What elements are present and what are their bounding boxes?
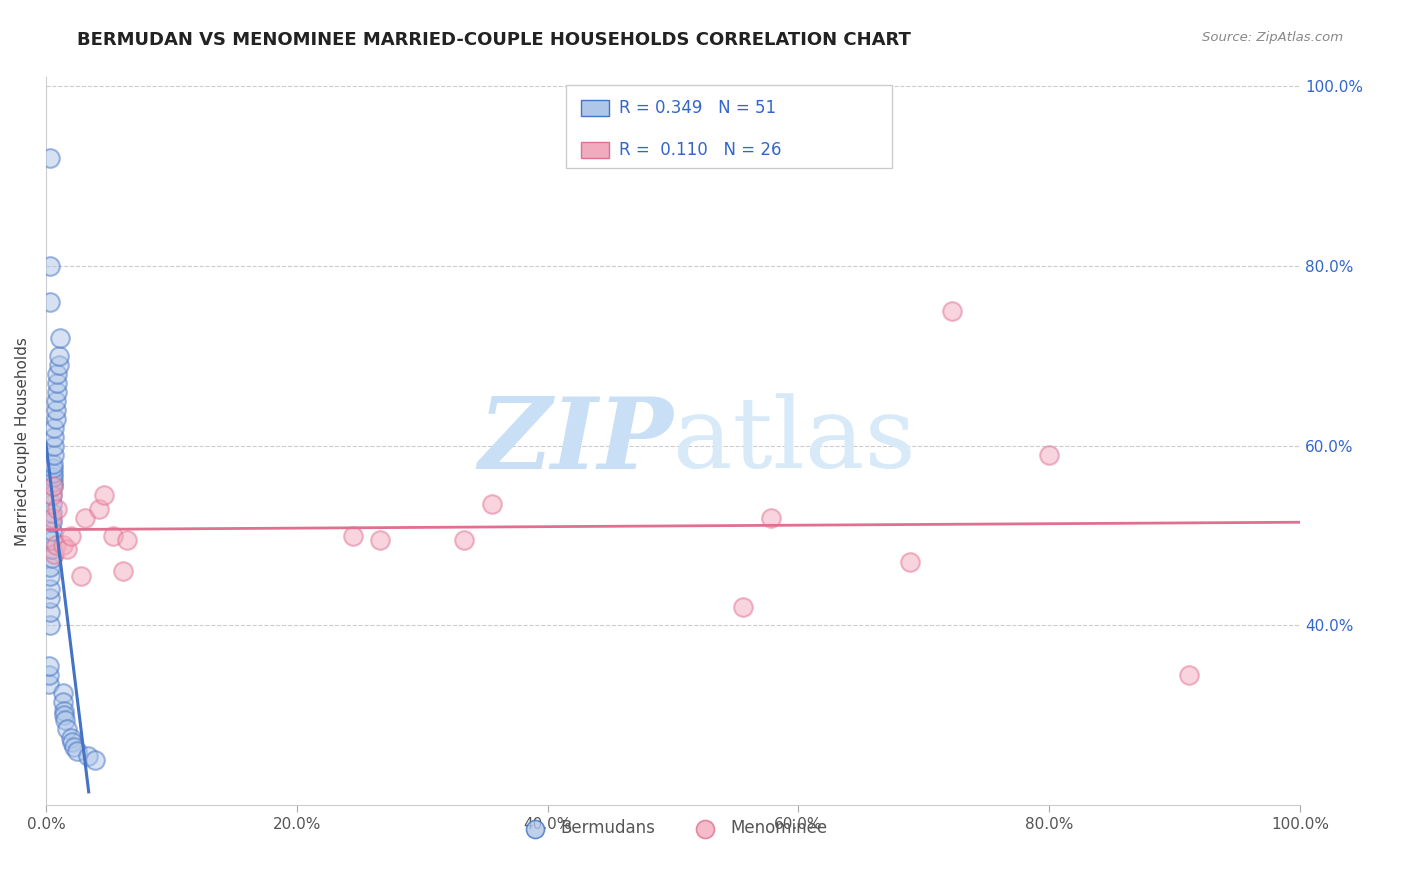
Point xyxy=(56,541,79,556)
Point xyxy=(1177,667,1199,681)
Text: ZIP: ZIP xyxy=(478,393,673,490)
Point xyxy=(1038,448,1060,462)
Point xyxy=(42,479,65,493)
Point xyxy=(44,430,66,444)
Point xyxy=(481,497,503,511)
Point xyxy=(41,488,63,502)
Point xyxy=(111,565,134,579)
Point xyxy=(87,501,110,516)
Text: atlas: atlas xyxy=(673,393,915,489)
Point xyxy=(60,528,83,542)
Point xyxy=(48,349,70,363)
Point xyxy=(41,524,63,538)
Point xyxy=(41,497,63,511)
Point xyxy=(60,731,83,745)
Point xyxy=(83,753,105,767)
Point xyxy=(93,488,115,502)
Point xyxy=(39,605,62,619)
Point xyxy=(39,560,62,574)
Point xyxy=(38,677,60,691)
Point xyxy=(39,582,62,597)
Point xyxy=(69,569,91,583)
Point xyxy=(53,708,76,723)
Point xyxy=(42,461,65,475)
Point xyxy=(62,735,84,749)
Point xyxy=(73,510,96,524)
Point xyxy=(41,488,63,502)
Point xyxy=(44,448,66,462)
Point xyxy=(52,537,75,551)
Point xyxy=(41,506,63,520)
Point xyxy=(56,722,79,736)
Point xyxy=(63,739,86,754)
Point xyxy=(101,528,124,542)
Point xyxy=(39,569,62,583)
Text: BERMUDAN VS MENOMINEE MARRIED-COUPLE HOUSEHOLDS CORRELATION CHART: BERMUDAN VS MENOMINEE MARRIED-COUPLE HOU… xyxy=(77,31,911,49)
Point xyxy=(52,695,75,709)
Point xyxy=(38,658,60,673)
Point xyxy=(42,475,65,489)
Point xyxy=(453,533,475,547)
Point xyxy=(45,402,67,417)
Y-axis label: Married-couple Households: Married-couple Households xyxy=(15,337,30,546)
Point xyxy=(46,367,69,381)
Point xyxy=(65,744,87,758)
Point xyxy=(731,600,754,615)
Point xyxy=(41,510,63,524)
Point xyxy=(370,533,392,547)
Point xyxy=(39,591,62,606)
Point xyxy=(45,537,67,551)
Point xyxy=(53,704,76,718)
Point xyxy=(39,618,62,632)
Point xyxy=(76,748,98,763)
Point xyxy=(49,331,72,345)
Point xyxy=(44,547,66,561)
Point xyxy=(46,501,69,516)
Point xyxy=(941,304,963,318)
Point xyxy=(45,411,67,425)
Point xyxy=(55,713,77,727)
Text: Source: ZipAtlas.com: Source: ZipAtlas.com xyxy=(1202,31,1343,45)
Point xyxy=(38,667,60,681)
Point xyxy=(52,686,75,700)
Point xyxy=(48,358,70,372)
Point xyxy=(46,376,69,390)
Text: R = 0.349   N = 51: R = 0.349 N = 51 xyxy=(619,99,776,117)
Text: R =  0.110   N = 26: R = 0.110 N = 26 xyxy=(619,141,782,159)
Point xyxy=(45,393,67,408)
Point xyxy=(44,439,66,453)
Point xyxy=(39,259,62,273)
Point xyxy=(41,541,63,556)
Point xyxy=(41,515,63,529)
Bar xyxy=(582,100,609,116)
Point xyxy=(342,528,364,542)
Point xyxy=(44,421,66,435)
Bar xyxy=(582,142,609,158)
Point xyxy=(42,479,65,493)
Point xyxy=(46,384,69,399)
Point xyxy=(41,533,63,547)
Point xyxy=(42,466,65,480)
Legend: Bermudans, Menominee: Bermudans, Menominee xyxy=(512,813,834,844)
Point xyxy=(42,457,65,471)
Point xyxy=(898,556,921,570)
Point xyxy=(115,533,138,547)
Point xyxy=(759,510,782,524)
Point xyxy=(42,470,65,484)
Point xyxy=(39,295,62,310)
FancyBboxPatch shape xyxy=(567,85,893,169)
Point xyxy=(41,551,63,566)
Point xyxy=(39,151,62,165)
